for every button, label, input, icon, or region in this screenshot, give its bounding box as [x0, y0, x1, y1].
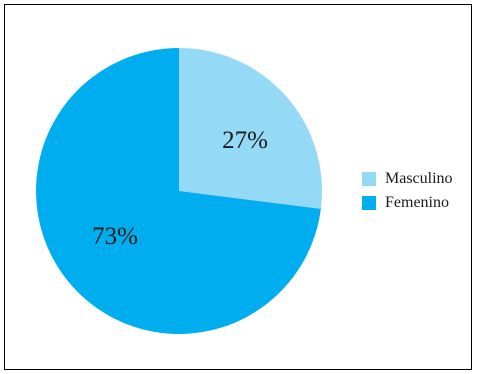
legend-item-femenino: Femenino: [362, 192, 453, 214]
legend-item-masculino: Masculino: [362, 168, 453, 190]
pie-label-femenino: 73%: [92, 223, 138, 250]
legend: Masculino Femenino: [362, 168, 453, 216]
legend-swatch-masculino: [362, 172, 376, 186]
legend-label-masculino: Masculino: [385, 170, 453, 187]
legend-label-femenino: Femenino: [385, 194, 449, 211]
pie-label-masculino: 27%: [222, 127, 268, 154]
pie-slice-masculino: [179, 48, 322, 209]
legend-swatch-femenino: [362, 196, 376, 210]
pie-slice-femenino: [35, 48, 321, 334]
